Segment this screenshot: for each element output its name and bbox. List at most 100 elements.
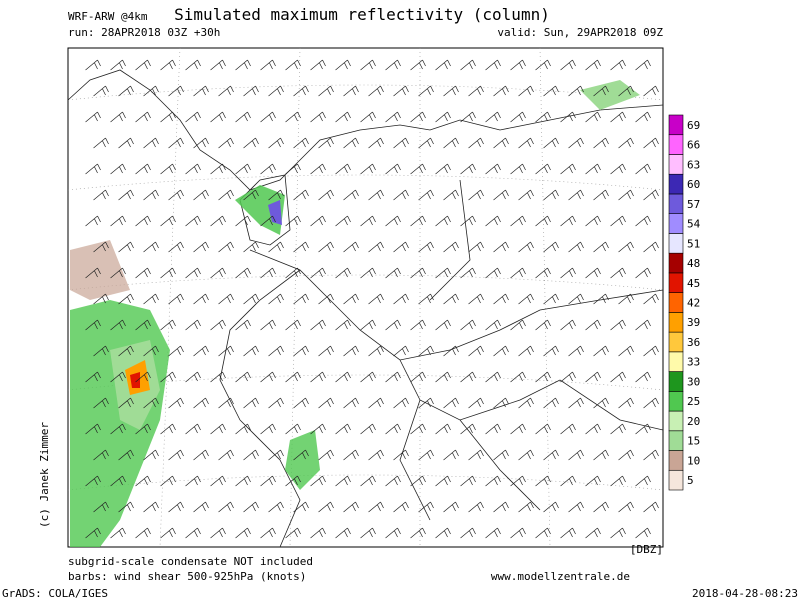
wind-barb (85, 371, 101, 383)
wind-barb (268, 189, 284, 201)
wind-barb (643, 449, 659, 461)
wind-barb (168, 85, 184, 97)
wind-barb (235, 423, 251, 435)
wind-barb (268, 501, 284, 513)
wind-barb (518, 449, 534, 461)
wind-barb (610, 59, 626, 71)
wind-barb (393, 189, 409, 201)
title: Simulated maximum reflectivity (column) (174, 5, 550, 24)
wind-barb (110, 215, 126, 227)
colorbar-box (668, 312, 684, 333)
wind-barb (243, 85, 259, 97)
colorbar-label: 25 (687, 395, 700, 408)
wind-barb (393, 137, 409, 149)
wind-barb (335, 371, 351, 383)
wind-barb (510, 371, 526, 383)
wind-barb (285, 423, 301, 435)
wind-barb (568, 85, 584, 97)
wind-barb (618, 293, 634, 305)
wind-barb (443, 293, 459, 305)
wind-barb (410, 371, 426, 383)
colorbar-label: 45 (687, 277, 700, 290)
wind-barb (435, 59, 451, 71)
wind-barb (260, 215, 276, 227)
wind-barb (293, 241, 309, 253)
wind-barb (93, 345, 109, 357)
wind-barb (543, 501, 559, 513)
wind-barb (310, 59, 326, 71)
wind-barb (560, 371, 576, 383)
colorbar-label: 33 (687, 356, 700, 369)
wind-barb (335, 267, 351, 279)
wind-barb (318, 241, 334, 253)
wind-barb (185, 59, 201, 71)
wind-barb (160, 111, 176, 123)
wind-barb (418, 397, 434, 409)
wind-barb (560, 527, 576, 539)
wind-barb (318, 397, 334, 409)
wind-barb (535, 215, 551, 227)
unit-label: [DBZ] (630, 543, 663, 556)
colorbar-box (668, 450, 684, 471)
colorbar-box (668, 430, 684, 451)
wind-barb (343, 293, 359, 305)
wind-barb (510, 475, 526, 487)
wind-barb (318, 501, 334, 513)
wind-barb (643, 397, 659, 409)
wind-barb (485, 423, 501, 435)
wind-barb (93, 189, 109, 201)
wind-barb (518, 293, 534, 305)
wind-barb (368, 137, 384, 149)
wind-barb (610, 371, 626, 383)
colorbar-label: 5 (687, 474, 694, 487)
wind-barb (218, 241, 234, 253)
wind-barb (360, 423, 376, 435)
wind-barb (293, 397, 309, 409)
wind-barb (335, 527, 351, 539)
colorbar-box (668, 351, 684, 372)
wind-barb (235, 319, 251, 331)
wind-barb (193, 189, 209, 201)
wind-barb (260, 111, 276, 123)
wind-barb (543, 345, 559, 357)
wind-barb (318, 85, 334, 97)
wind-barb (568, 501, 584, 513)
wind-barb (618, 241, 634, 253)
wind-barb (385, 163, 401, 175)
wind-barb (460, 59, 476, 71)
wind-barb (435, 319, 451, 331)
wind-barb (210, 163, 226, 175)
wind-barb (618, 449, 634, 461)
wind-barb (568, 241, 584, 253)
wind-barb (585, 163, 601, 175)
wind-barb (143, 137, 159, 149)
wind-barb (560, 475, 576, 487)
wind-barb (235, 371, 251, 383)
wind-barb (593, 85, 609, 97)
wind-barb (585, 527, 601, 539)
wind-barb (360, 163, 376, 175)
wind-barb (368, 189, 384, 201)
wind-barb (318, 293, 334, 305)
wind-barb (193, 501, 209, 513)
wind-barb (243, 137, 259, 149)
wind-barb (493, 449, 509, 461)
wind-barb (610, 163, 626, 175)
wind-barb (610, 475, 626, 487)
wind-barb (185, 319, 201, 331)
wind-barb (235, 163, 251, 175)
wind-barb (435, 267, 451, 279)
wind-barb (268, 85, 284, 97)
colorbar-label: 20 (687, 415, 700, 428)
copyright: (c) Janek Zimmer (38, 422, 51, 528)
wind-barb (260, 319, 276, 331)
colorbar: 5 10 15 20 25 30 33 36 39 42 45 48 51 54 57 60 63 66 69 (668, 114, 701, 491)
wind-barb (443, 501, 459, 513)
wind-barb (485, 371, 501, 383)
wind-barb (368, 449, 384, 461)
wind-barb (335, 111, 351, 123)
wind-barb (360, 215, 376, 227)
wind-barb (593, 293, 609, 305)
wind-barb (460, 319, 476, 331)
wind-barb (485, 215, 501, 227)
